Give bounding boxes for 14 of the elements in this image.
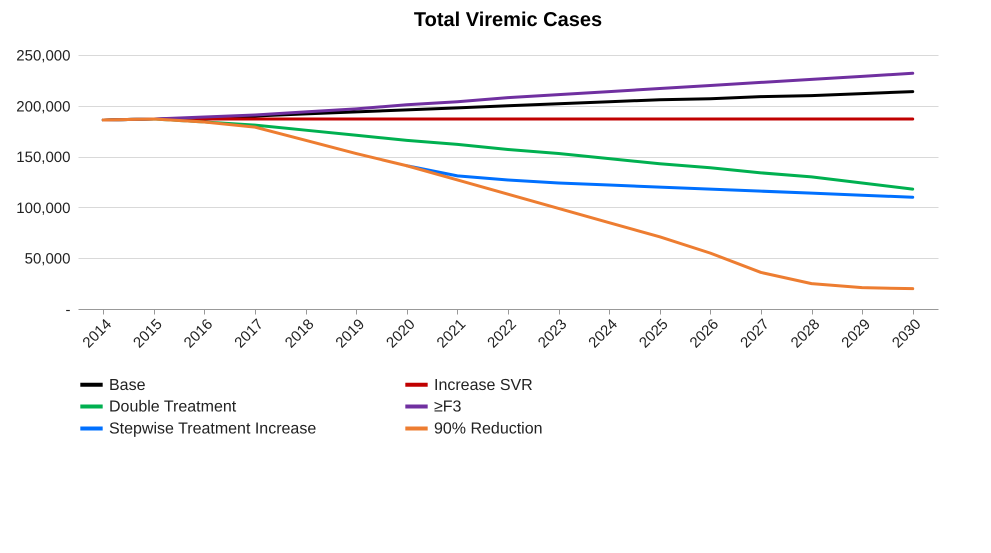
y-tick-label: 250,000 — [16, 48, 70, 64]
legend-label: 90% Reduction — [434, 420, 543, 438]
line-series — [102, 118, 914, 290]
legend-label: Increase SVR — [434, 376, 533, 394]
legend-label: Base — [109, 376, 146, 394]
y-tick-label: 150,000 — [16, 149, 70, 166]
y-tick-label: - — [66, 302, 70, 318]
y-tick-label: 200,000 — [16, 98, 70, 116]
legend-label: Double Treatment — [109, 398, 237, 416]
y-tick-label: 100,000 — [16, 200, 70, 217]
chart-title: Total Viremic Cases — [414, 9, 602, 31]
y-tick-label: 50,000 — [24, 250, 70, 268]
legend-label: Stepwise Treatment Increase — [109, 420, 316, 438]
legend-label: ≥F3 — [434, 398, 462, 416]
